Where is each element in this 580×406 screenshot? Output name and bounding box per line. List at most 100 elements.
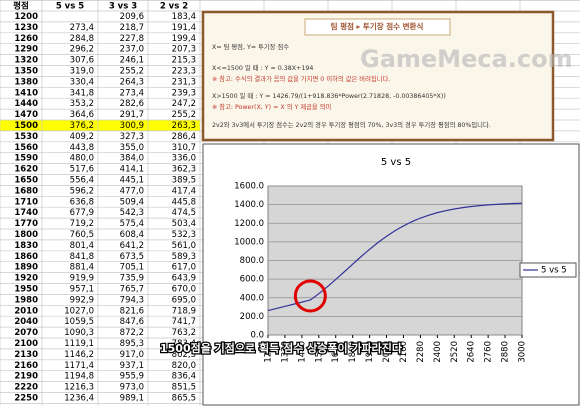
score-cell: 199,4 [172,34,196,44]
score-cell: 820,0 [172,361,196,371]
score-cell: 919,9 [70,274,94,284]
score-cell: 255,2 [120,66,144,76]
info-rule: X>1500 일 때 : Y = 1426.79/(1+918.836*Powe… [212,91,446,100]
rating-cell: 1830 [14,241,38,251]
score-cell: 719,2 [70,219,94,229]
data-line [267,202,523,312]
score-cell: 589,3 [172,252,196,262]
chart: 5 vs 5 0.0 200.0 400.0 600.0 800.0 1000.0 1200… [159,143,580,406]
score-cell: 263,3 [172,121,196,131]
y-tick-label: 1000.0 [234,237,264,247]
score-cell: 327,3 [120,132,144,142]
score-cell: 307,6 [70,56,94,66]
score-cell: 336,0 [172,154,196,164]
score-cell: 284,8 [70,34,94,44]
score-cell: 992,9 [70,295,94,305]
score-cell: 376,2 [70,121,94,131]
score-cell: 617,0 [172,263,196,273]
legend-box [519,262,577,278]
column-header: 3 vs 3 [109,2,137,12]
rating-cell: 1260 [14,34,38,44]
rating-cell: 1560 [14,143,38,153]
score-cell: 474,5 [172,208,196,218]
rating-cell: 1290 [14,45,38,55]
chart-title: 5 vs 5 [381,157,411,168]
y-tick-label: 800.0 [240,256,264,266]
score-cell: 341,8 [70,88,94,98]
score-cell: 362,3 [172,165,196,175]
score-cell: 802,3 [172,350,196,360]
score-cell: 608,4 [120,230,144,240]
score-cell: 355,0 [120,143,144,153]
score-cell: 183,4 [172,12,196,22]
y-tick-label: 200.0 [240,312,264,322]
annotation: 1500점을 기점으로 획득 점수 상승폭이 가파라진다 [160,341,403,355]
score-cell: 1216,3 [64,383,94,393]
rating-cell: 1680 [14,186,38,196]
score-cell: 255,2 [172,110,196,120]
score-cell: 765,7 [120,284,144,294]
score-cell: 1146,2 [64,350,94,360]
rating-cell: 1800 [14,230,38,240]
info-rule: X<=1500 일 때 : Y = 0.38X+194 [212,63,313,72]
score-cell: 477,0 [120,186,144,196]
info-box: 팀 평점 ▸ 투기장 점수 변환식 GameMeca.com X= 팀 평점, … [201,10,573,142]
score-cell: 191,4 [172,23,196,33]
score-cell: 673,5 [120,252,144,262]
column-header: 2 vs 2 [160,2,188,12]
score-cell: 218,7 [120,23,144,33]
score-cell: 677,9 [70,208,94,218]
x-tick-label: 1200 [264,341,274,363]
x-tick-label: 2520 [450,341,460,363]
score-cell: 264,3 [120,77,144,87]
score-cell: 670,0 [172,284,196,294]
watermark: GameMeca.com [360,45,573,73]
score-cell: 695,0 [172,295,196,305]
score-cell: 417,4 [172,186,196,196]
rating-cell: 2100 [14,339,38,349]
score-cell: 575,4 [120,219,144,229]
y-tick-label: 0.0 [250,331,264,341]
rating-cell: 2040 [14,317,38,327]
score-cell: 596,2 [70,186,94,196]
score-cell: 246,1 [120,56,144,66]
rating-cell: 1710 [14,197,38,207]
rating-cell: 2220 [14,383,38,393]
score-cell: 1059,5 [64,317,94,327]
rating-cell: 1440 [14,99,38,109]
score-cell: 215,3 [172,56,196,66]
info-note: ※ 참고: 수식의 결과가 음의 값을 가지면 0 이하의 값은 버려집니다. [212,74,390,83]
rating-cell: 1320 [14,56,38,66]
y-tick-label: 600.0 [240,275,264,285]
rating-cell: 1590 [14,154,38,164]
score-cell: 1236,4 [64,393,94,403]
score-cell: 353,2 [70,99,94,109]
score-cell: 409,2 [70,132,94,142]
rating-cell: 1380 [14,77,38,87]
info-definition: X= 팀 평점, Y= 투기장 점수 [212,42,289,51]
score-cell: 414,1 [120,165,144,175]
score-cell: 291,7 [120,110,144,120]
rating-cell: 1620 [14,165,38,175]
x-tick-label: 2640 [467,341,477,363]
rating-cell: 1650 [14,175,38,185]
score-cell: 937,1 [120,361,144,371]
x-tick-label: 1920 [365,341,375,363]
score-cell: 895,3 [120,339,144,349]
score-cell: 641,2 [120,241,144,251]
score-cell: 227,8 [120,34,144,44]
score-cell: 872,2 [120,328,144,338]
rating-cell: 1890 [14,263,38,273]
score-cell: 561,0 [172,241,196,251]
x-tick-label: 2880 [501,341,511,363]
score-cell: 480,0 [70,154,94,164]
score-cell: 1090,3 [64,328,94,338]
score-cell: 223,3 [172,66,196,76]
column-header: 평점 [13,1,29,12]
highlight-circle [293,279,327,313]
score-cell: 741,7 [172,317,196,327]
y-tick-label: 1200.0 [234,219,264,229]
score-cell: 556,4 [70,175,94,185]
score-cell: 239,3 [172,88,196,98]
